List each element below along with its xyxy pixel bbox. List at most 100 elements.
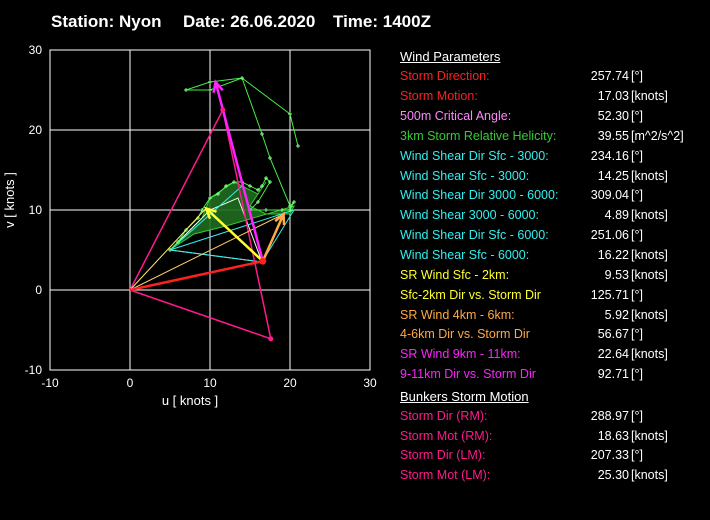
param-value: 14.25 xyxy=(597,168,629,183)
param-unit: [knots] xyxy=(631,88,668,103)
yellow-ref-line xyxy=(129,208,207,291)
param-value: 9.53 xyxy=(604,267,629,282)
param-label: SR Wind Sfc - 2km: xyxy=(400,267,510,282)
param-row: 9-11km Dir vs. Storm Dir 92.71 [°] xyxy=(400,365,705,385)
param-value: 257.74 xyxy=(590,69,629,83)
param-row: Storm Dir (LM): 207.33 [°] xyxy=(400,446,705,466)
param-row: Wind Shear Dir Sfc - 6000: 251.06 [°] xyxy=(400,226,705,246)
hodograph-chart: -10 0 10 20 30 -10 0 10 20 30 u [ knots ] v [ knots… xyxy=(2,43,377,408)
param-label: 4-6km Dir vs. Storm Dir xyxy=(400,327,530,342)
param-unit: [knots] xyxy=(631,307,668,322)
param-label: Wind Shear Dir 3000 - 6000: xyxy=(400,188,559,203)
param-row: 500m Critical Angle: 52.30 [°] xyxy=(400,107,705,127)
y-axis-label: v [ knots ] xyxy=(2,172,17,228)
y-tick-label: 30 xyxy=(29,43,43,57)
param-row: SR Wind 9km - 11km: 22.64 [knots] xyxy=(400,345,705,365)
bunkers-line xyxy=(129,289,272,340)
param-value: 17.03 xyxy=(597,88,629,103)
param-unit: [knots] xyxy=(631,468,668,483)
param-row: Sfc-2km Dir vs. Storm Dir 125.71 [°] xyxy=(400,286,705,306)
y-tick-label: 0 xyxy=(35,283,42,297)
x-tick-label: 10 xyxy=(203,376,217,390)
param-row: Storm Motion: 17.03 [knots] xyxy=(400,87,705,107)
param-label: Storm Direction: xyxy=(400,69,490,83)
param-value: 288.97 xyxy=(590,408,629,423)
param-row: Storm Direction: 257.74 [°] xyxy=(400,67,705,87)
x-tick-label: -10 xyxy=(41,376,59,390)
param-label: Wind Shear Sfc - 3000: xyxy=(400,168,530,183)
param-value: 251.06 xyxy=(590,227,629,242)
param-unit: [°] xyxy=(631,148,643,163)
storm-motion-vector xyxy=(129,259,264,292)
param-unit: [°] xyxy=(631,227,643,242)
shear-line xyxy=(169,185,243,251)
param-unit: [knots] xyxy=(631,168,668,183)
station-label: Station: Nyon xyxy=(51,12,162,31)
param-unit: [°] xyxy=(631,287,643,302)
param-unit: [knots] xyxy=(631,208,668,223)
time-label: Time: 1400Z xyxy=(333,12,431,31)
param-label: SR Wind 4km - 6km: xyxy=(400,307,515,322)
param-value: 234.16 xyxy=(590,148,629,163)
wind-parameters-panel: Wind Parameters Storm Direction: 257.74 [°… xyxy=(400,47,705,486)
param-label: 500m Critical Angle: xyxy=(400,108,512,123)
sr-wind-4-6km-vector xyxy=(261,213,285,262)
param-value: 52.30 xyxy=(597,108,629,123)
param-row: SR Wind Sfc - 2km: 9.53 [knots] xyxy=(400,266,705,286)
param-unit: [knots] xyxy=(631,347,668,362)
param-row: Wind Shear Dir Sfc - 3000: 234.16 [°] xyxy=(400,147,705,167)
param-value: 22.64 xyxy=(597,347,629,362)
param-row: 4-6km Dir vs. Storm Dir 56.67 [°] xyxy=(400,325,705,345)
y-tick-label: 10 xyxy=(29,203,43,217)
x-tick-label: 30 xyxy=(363,376,377,390)
param-value: 309.04 xyxy=(590,188,629,203)
param-unit: [°] xyxy=(631,327,643,342)
sr-wind-9-11km-vector-head xyxy=(212,79,224,94)
y-tick-label: 20 xyxy=(29,123,43,137)
param-unit: [knots] xyxy=(631,247,668,262)
param-value: 207.33 xyxy=(590,448,629,463)
param-unit: [knots] xyxy=(631,267,668,282)
bunkers-lm-point xyxy=(220,107,226,113)
param-value: 5.92 xyxy=(604,307,629,322)
shear-line xyxy=(169,249,263,263)
param-value: 16.22 xyxy=(597,247,629,262)
sr-wind-4-6km-vector-head xyxy=(274,211,286,226)
param-row: Storm Mot (LM): 25.30 [knots] xyxy=(400,466,705,486)
param-label: Storm Mot (RM): xyxy=(400,428,493,443)
shear-line xyxy=(169,209,295,251)
param-unit: [°] xyxy=(631,367,643,382)
param-row: Wind Shear Sfc - 3000: 14.25 [knots] xyxy=(400,167,705,187)
bunkers-rm-point xyxy=(268,336,274,342)
param-label: Storm Dir (RM): xyxy=(400,408,488,423)
param-row: Storm Dir (RM): 288.97 [°] xyxy=(400,407,705,427)
bunkers-line xyxy=(222,109,272,339)
param-unit: [°] xyxy=(631,69,643,83)
param-label: Storm Dir (LM): xyxy=(400,448,486,463)
param-unit: [knots] xyxy=(631,428,668,443)
wind-parameters-title: Wind Parameters xyxy=(400,49,501,64)
orange-ref-line xyxy=(129,213,284,291)
param-label: Sfc-2km Dir vs. Storm Dir xyxy=(400,287,541,302)
param-label: 3km Storm Relative Helicity: xyxy=(400,128,557,143)
param-unit: [°] xyxy=(631,408,643,423)
param-value: 92.71 xyxy=(597,367,629,382)
x-tick-label: 0 xyxy=(127,376,134,390)
param-row: Wind Shear 3000 - 6000: 4.89 [knots] xyxy=(400,206,705,226)
param-label: Wind Shear Dir Sfc - 6000: xyxy=(400,227,549,242)
param-unit: [°] xyxy=(631,188,643,203)
y-tick-label: -10 xyxy=(25,363,43,377)
param-row: Storm Mot (RM): 18.63 [knots] xyxy=(400,427,705,447)
param-label: Wind Shear Dir Sfc - 3000: xyxy=(400,148,549,163)
sr-wind-sfc-2km-vector-head xyxy=(203,206,217,220)
param-unit: [m^2/s^2] xyxy=(631,128,684,143)
param-label: 9-11km Dir vs. Storm Dir xyxy=(400,367,536,382)
param-label: Wind Shear 3000 - 6000: xyxy=(400,208,539,223)
param-value: 25.30 xyxy=(597,468,629,483)
param-label: Wind Shear Sfc - 6000: xyxy=(400,247,530,262)
x-tick-label: 20 xyxy=(283,376,297,390)
param-value: 4.89 xyxy=(604,208,629,223)
param-unit: [°] xyxy=(631,108,643,123)
param-value: 56.67 xyxy=(597,327,629,342)
param-value: 125.71 xyxy=(590,287,629,302)
